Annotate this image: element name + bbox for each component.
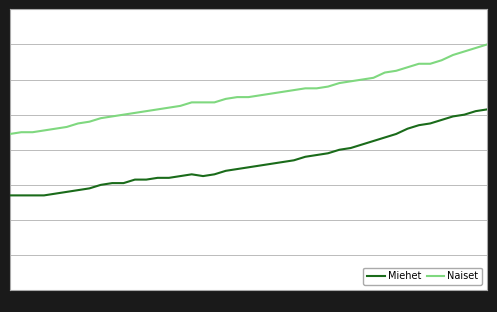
Miehet [405,127,411,131]
Naiset [439,58,445,62]
Naiset [18,130,24,134]
Miehet [200,174,206,178]
Miehet [484,108,490,111]
Naiset [382,71,388,75]
Naiset [416,62,422,66]
Miehet [280,160,286,164]
Naiset [132,111,138,115]
Naiset [268,92,274,95]
Miehet [382,136,388,139]
Miehet [325,151,331,155]
Naiset [291,88,297,92]
Naiset [75,122,81,125]
Naiset [246,95,251,99]
Naiset [450,53,456,57]
Miehet [348,146,354,150]
Naiset [348,80,354,83]
Naiset [177,104,183,108]
Miehet [416,123,422,127]
Miehet [189,173,195,176]
Line: Miehet: Miehet [10,110,487,195]
Naiset [302,86,308,90]
Miehet [302,155,308,159]
Miehet [64,190,70,194]
Naiset [155,108,161,111]
Miehet [268,162,274,166]
Miehet [7,193,13,197]
Naiset [325,85,331,89]
Naiset [461,50,467,53]
Naiset [336,81,342,85]
Miehet [18,193,24,197]
Naiset [86,120,92,124]
Miehet [439,118,445,122]
Naiset [211,100,217,104]
Naiset [109,115,115,118]
Miehet [121,181,127,185]
Miehet [75,188,81,192]
Miehet [109,181,115,185]
Miehet [336,148,342,152]
Miehet [41,193,47,197]
Naiset [143,109,149,113]
Naiset [484,43,490,46]
Naiset [280,90,286,94]
Miehet [166,176,172,180]
Miehet [143,178,149,182]
Miehet [427,122,433,125]
Naiset [473,46,479,50]
Naiset [234,95,240,99]
Miehet [211,173,217,176]
Miehet [450,115,456,118]
Naiset [393,69,399,73]
Naiset [257,94,263,97]
Naiset [30,130,36,134]
Miehet [98,183,104,187]
Naiset [121,113,127,117]
Naiset [427,62,433,66]
Miehet [291,158,297,162]
Miehet [234,167,240,171]
Miehet [52,192,58,196]
Naiset [98,116,104,120]
Line: Naiset: Naiset [10,45,487,134]
Naiset [200,100,206,104]
Miehet [393,132,399,136]
Naiset [405,66,411,69]
Naiset [64,125,70,129]
Miehet [246,165,251,169]
Miehet [223,169,229,173]
Miehet [30,193,36,197]
Miehet [473,109,479,113]
Miehet [86,187,92,190]
Miehet [155,176,161,180]
Miehet [257,164,263,168]
Miehet [461,113,467,117]
Miehet [314,153,320,157]
Naiset [314,86,320,90]
Miehet [359,143,365,146]
Miehet [370,139,376,143]
Naiset [223,97,229,101]
Legend: Miehet, Naiset: Miehet, Naiset [363,267,482,285]
Naiset [370,76,376,80]
Miehet [132,178,138,182]
Naiset [359,78,365,81]
Naiset [189,100,195,104]
Naiset [166,106,172,110]
Naiset [52,127,58,131]
Miehet [177,174,183,178]
Naiset [7,132,13,136]
Naiset [41,129,47,132]
